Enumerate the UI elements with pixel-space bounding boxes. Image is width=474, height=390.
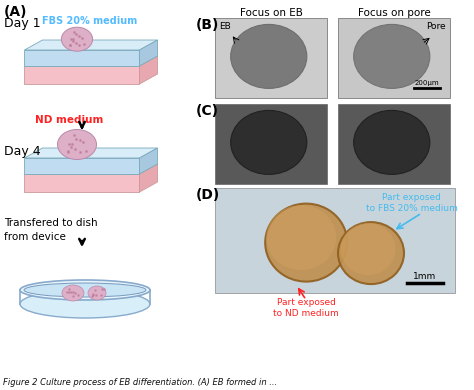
Bar bbox=[338, 104, 450, 184]
Text: Transfered to dish
from device: Transfered to dish from device bbox=[4, 218, 98, 242]
Ellipse shape bbox=[20, 290, 150, 318]
Polygon shape bbox=[25, 148, 157, 158]
Polygon shape bbox=[25, 158, 139, 174]
Ellipse shape bbox=[354, 110, 430, 174]
Ellipse shape bbox=[24, 283, 146, 297]
Polygon shape bbox=[25, 164, 157, 174]
Ellipse shape bbox=[62, 27, 92, 51]
Ellipse shape bbox=[231, 25, 307, 89]
Ellipse shape bbox=[62, 285, 84, 301]
Text: ND medium: ND medium bbox=[35, 115, 103, 125]
Text: Day 4: Day 4 bbox=[4, 145, 41, 158]
Text: Focus on EB: Focus on EB bbox=[239, 8, 302, 18]
Ellipse shape bbox=[354, 25, 430, 89]
Ellipse shape bbox=[57, 129, 97, 160]
Text: EB: EB bbox=[219, 22, 231, 31]
Text: (A): (A) bbox=[4, 5, 27, 19]
Ellipse shape bbox=[231, 110, 307, 174]
Bar bbox=[215, 18, 327, 98]
Polygon shape bbox=[25, 56, 157, 66]
Polygon shape bbox=[25, 174, 139, 192]
Polygon shape bbox=[139, 164, 157, 192]
Ellipse shape bbox=[338, 222, 404, 284]
Text: 1mm: 1mm bbox=[413, 272, 437, 281]
Polygon shape bbox=[139, 148, 157, 174]
Text: Focus on pore: Focus on pore bbox=[357, 8, 430, 18]
Text: Figure 2 Culture process of EB differentiation. (A) EB formed in ...: Figure 2 Culture process of EB different… bbox=[3, 378, 277, 387]
Bar bbox=[215, 188, 455, 293]
Text: Part exposed
to ND medium: Part exposed to ND medium bbox=[273, 298, 339, 318]
Ellipse shape bbox=[20, 280, 150, 300]
Text: 200μm: 200μm bbox=[415, 80, 439, 86]
Text: Part exposed
to FBS 20% medium: Part exposed to FBS 20% medium bbox=[366, 193, 458, 213]
Ellipse shape bbox=[266, 205, 336, 270]
Bar bbox=[338, 18, 450, 98]
Polygon shape bbox=[139, 56, 157, 84]
Ellipse shape bbox=[88, 286, 106, 300]
Text: Day 1: Day 1 bbox=[4, 17, 41, 30]
Text: FBS 20% medium: FBS 20% medium bbox=[42, 16, 137, 26]
Polygon shape bbox=[25, 66, 139, 84]
Text: Pore: Pore bbox=[427, 22, 446, 31]
Polygon shape bbox=[25, 50, 139, 66]
Ellipse shape bbox=[340, 223, 395, 275]
Polygon shape bbox=[25, 40, 157, 50]
Text: (C): (C) bbox=[196, 104, 219, 118]
Bar bbox=[215, 104, 327, 184]
Polygon shape bbox=[139, 40, 157, 66]
Text: (B): (B) bbox=[196, 18, 219, 32]
Text: (D): (D) bbox=[196, 188, 220, 202]
Ellipse shape bbox=[265, 204, 347, 282]
